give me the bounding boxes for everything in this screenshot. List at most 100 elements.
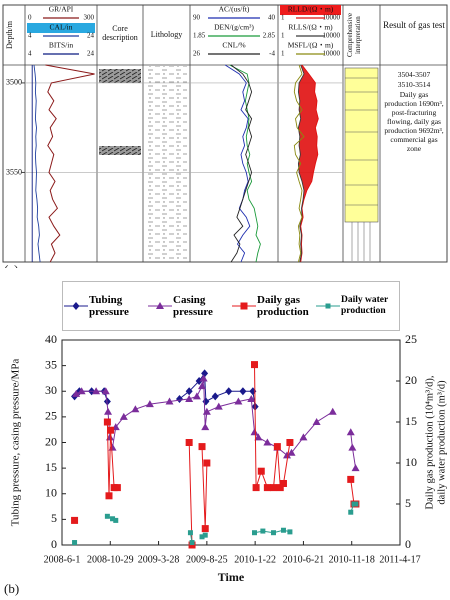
scale-label: 10000 <box>323 50 341 58</box>
legend-item: Daily gas production <box>231 294 315 318</box>
point-marker <box>240 302 248 310</box>
y-tick-label: 10 <box>45 486 57 500</box>
log-curve <box>229 64 261 263</box>
result-line: 3504-3507 <box>397 70 431 79</box>
point-marker <box>113 484 121 492</box>
panel-label: (b) <box>4 581 19 596</box>
point-marker <box>260 528 266 534</box>
result-line: 3510-3514 <box>397 80 431 89</box>
core-image <box>99 69 141 83</box>
point-marker <box>325 303 331 309</box>
point-marker <box>347 475 355 483</box>
point-marker <box>263 438 272 446</box>
point-marker <box>202 407 211 415</box>
point-marker <box>214 402 223 410</box>
point-marker <box>202 397 210 406</box>
legend-item: Tubing pressure <box>63 294 147 318</box>
point-marker <box>104 513 110 519</box>
point-marker <box>312 418 321 425</box>
scale-label: 1 <box>281 50 285 58</box>
depth-tick-label: 3550 <box>6 167 22 176</box>
point-marker <box>131 405 140 413</box>
y-tick-label: 20 <box>45 434 57 448</box>
point-marker <box>72 302 80 310</box>
column-dividers <box>3 5 447 262</box>
point-marker <box>92 387 101 395</box>
x-tick-label: 2010-1-22 <box>234 554 276 565</box>
point-marker <box>185 394 194 402</box>
point-marker <box>283 451 292 459</box>
legend-swatch <box>232 302 256 310</box>
point-marker <box>270 530 276 536</box>
point-marker <box>72 540 78 546</box>
legend-label: Daily water production <box>341 295 389 316</box>
point-marker <box>192 392 201 400</box>
point-marker <box>107 426 115 434</box>
point-marker <box>203 459 211 467</box>
log-curve <box>33 64 41 263</box>
legend-item: Casing pressure <box>147 294 231 318</box>
point-marker <box>202 532 208 538</box>
point-marker <box>234 397 243 405</box>
x-tick-label: 2009-3-28 <box>138 554 180 565</box>
y-tick-label: 30 <box>45 383 57 397</box>
scale-label: 26 <box>193 50 201 58</box>
legend-swatch <box>64 302 88 310</box>
log-curve <box>293 64 305 263</box>
y-tick-label: 15 <box>45 460 57 474</box>
point-marker <box>201 369 209 378</box>
scale-label: 4 <box>28 32 32 40</box>
point-marker <box>254 433 263 441</box>
legend-label: Daily gas production <box>257 294 309 318</box>
point-marker <box>263 484 271 492</box>
curve-label: MSFL/(Ω・m) <box>288 41 334 50</box>
point-marker <box>346 428 355 436</box>
point-marker <box>348 509 354 515</box>
interpretation-column <box>344 67 379 261</box>
point-marker <box>199 534 205 540</box>
point-marker <box>71 516 79 524</box>
y-tick-label: 35 <box>45 357 57 371</box>
scale-label: 40 <box>268 14 276 22</box>
point-marker <box>353 501 359 507</box>
point-marker <box>119 412 128 420</box>
scale-label: -4 <box>269 50 275 58</box>
point-marker <box>225 387 233 396</box>
resistivity-separation <box>298 65 319 262</box>
point-marker <box>279 480 287 487</box>
point-marker <box>328 407 337 415</box>
curve-label: GR/API <box>49 5 74 14</box>
series-line <box>107 503 356 543</box>
point-marker <box>189 540 195 546</box>
scale-label: 2.85 <box>263 32 276 40</box>
y2-tick-label: 10 <box>405 455 417 469</box>
gas-test-result: 3504-3507 3510-3514 Daily gas production 1… <box>383 70 445 154</box>
point-marker <box>72 389 81 397</box>
log-curve <box>297 64 305 263</box>
scale-label: 24 <box>87 32 95 40</box>
y-tick-label: 5 <box>51 511 57 525</box>
legend-label: Casing pressure <box>173 294 213 318</box>
depth-label: Depth/m <box>5 21 14 49</box>
log-curve <box>224 64 251 263</box>
curve-label: AC/(us/ft) <box>219 5 250 14</box>
point-marker <box>101 387 110 395</box>
point-marker <box>199 374 208 382</box>
y2-axis-title: Daily gas production (10⁴m³/d), <box>424 376 435 510</box>
point-marker <box>251 530 257 536</box>
y2-tick-label: 25 <box>405 332 417 346</box>
log-curve <box>300 64 319 263</box>
point-marker <box>165 397 174 405</box>
legend: Tubing pressure Casing pressure Daily gas … <box>62 281 400 331</box>
x-tick-label: 2009-8-25 <box>186 554 228 565</box>
point-marker <box>348 443 357 451</box>
y2-tick-label: 5 <box>405 496 411 510</box>
curve-label-bg <box>27 23 95 33</box>
point-marker <box>145 400 154 408</box>
point-marker <box>273 443 281 451</box>
y2-tick-label: 0 <box>405 537 411 551</box>
scale-label: 1 <box>281 32 285 40</box>
x-tick-label: 2010-11-18 <box>329 554 375 565</box>
point-marker <box>250 428 259 436</box>
